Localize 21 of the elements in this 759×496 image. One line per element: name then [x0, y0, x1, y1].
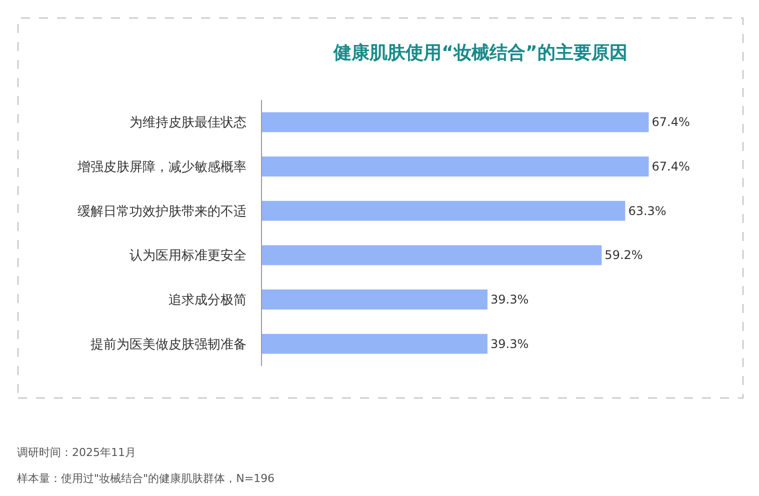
y-tick-label: 认为医用标准更安全: [129, 248, 246, 264]
bar: [262, 200, 626, 221]
data-label: 59.2%: [604, 248, 643, 262]
y-tick-label: 提前为医美做皮肤强韧准备: [90, 336, 246, 352]
chart-title: 健康肌肤使用“妆械结合”的主要原因: [332, 42, 628, 64]
bar: [262, 156, 649, 176]
bar: [262, 112, 649, 132]
data-label: 67.4%: [652, 160, 690, 174]
data-label: 63.3%: [628, 204, 666, 218]
text: 调研时间：2025年11月: [17, 446, 136, 459]
bar: [262, 245, 602, 266]
y-tick-label: 为维持皮肤最佳状态: [129, 116, 246, 131]
data-label: 39.3%: [490, 292, 529, 307]
y-tick-label: 追求成分极简: [168, 293, 246, 308]
data-label: 39.3%: [490, 336, 529, 351]
data-label: 67.4%: [652, 115, 690, 130]
bar: [262, 290, 488, 310]
y-tick-label: 增强皮肤屏障，减少敏感概率: [76, 159, 246, 176]
text: 样本量：使用过"妆械结合"的健康肌肤群体，N=196: [17, 472, 275, 485]
bar: [262, 334, 488, 354]
y-tick-label: 缓解日常功效护肤带来的不适: [77, 204, 246, 220]
